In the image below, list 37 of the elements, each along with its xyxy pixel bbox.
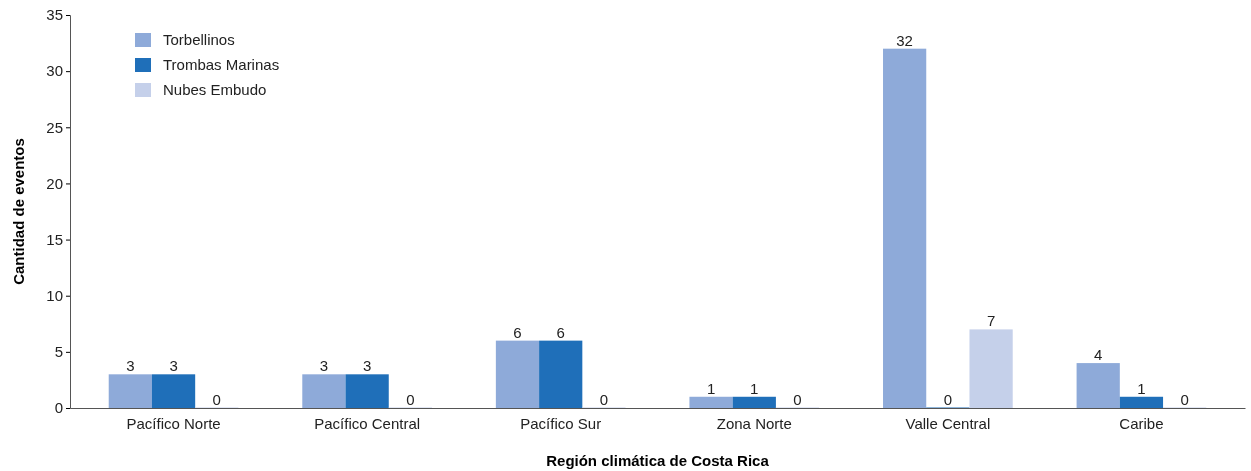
data-label: 32 <box>896 31 913 49</box>
x-tick-label: Pacífico Sur <box>520 415 602 432</box>
y-tick-label: 35 <box>46 6 63 24</box>
data-label: 3 <box>362 357 372 375</box>
data-label: 3 <box>319 357 329 375</box>
legend-label: Trombas Marinas <box>163 56 280 73</box>
legend-label: Torbellinos <box>163 31 235 48</box>
x-tick-label: Pacífico Central <box>314 415 421 432</box>
x-axis-title: Región climática de Costa Rica <box>546 452 770 469</box>
y-tick-label: 20 <box>46 174 63 192</box>
x-tick-label: Valle Central <box>905 415 991 432</box>
y-tick-label: 30 <box>46 62 63 80</box>
data-label: 4 <box>1094 346 1103 364</box>
data-label: 0 <box>406 391 415 408</box>
data-label: 0 <box>599 391 609 408</box>
y-tick-label: 0 <box>54 399 63 417</box>
y-tick-label: 25 <box>46 118 63 136</box>
data-label: 6 <box>513 323 522 341</box>
data-label: 1 <box>706 379 716 397</box>
data-label: 7 <box>986 312 996 330</box>
data-label: 0 <box>1180 391 1189 408</box>
legend-label: Nubes Embudo <box>163 81 267 98</box>
y-tick-label: 10 <box>46 287 63 305</box>
data-label: 1 <box>750 379 759 397</box>
x-tick-label: Zona Norte <box>716 415 792 432</box>
data-label: 0 <box>793 391 802 408</box>
data-label: 3 <box>126 357 135 375</box>
data-label: 1 <box>1137 379 1146 397</box>
data-label: 0 <box>212 391 221 408</box>
x-tick-label: Pacífico Norte <box>126 415 221 432</box>
y-tick-label: 5 <box>54 343 63 361</box>
data-label: 6 <box>556 323 565 341</box>
x-tick-label: Caribe <box>1119 415 1164 432</box>
y-axis-title: Cantidad de eventos <box>10 138 27 285</box>
data-label: 0 <box>943 391 953 408</box>
data-label: 3 <box>169 357 178 375</box>
y-tick-label: 15 <box>46 230 63 248</box>
